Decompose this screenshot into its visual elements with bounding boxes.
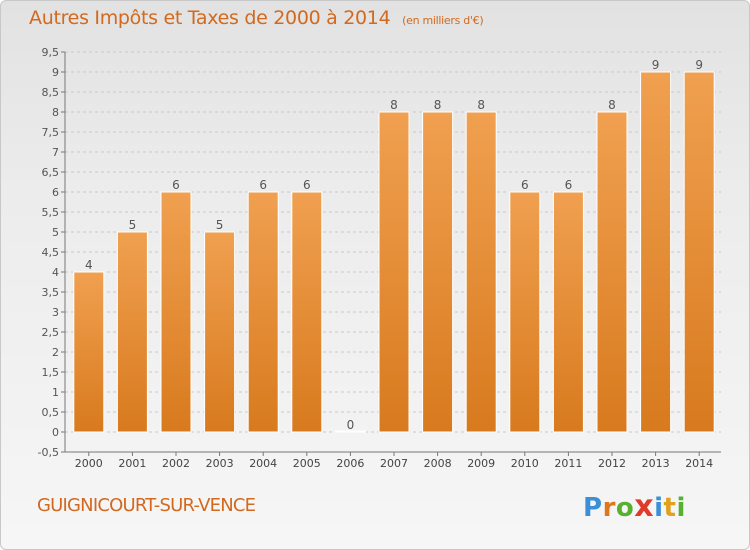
data-label: 6 — [521, 178, 529, 192]
y-tick-label: 2 — [52, 346, 59, 359]
data-label: 6 — [259, 178, 267, 192]
y-tick-label: 5 — [52, 226, 59, 239]
y-tick-label: 0,5 — [42, 406, 60, 419]
bar-2001 — [116, 231, 148, 433]
x-tick-label: 2005 — [293, 457, 321, 470]
data-label: 6 — [565, 178, 573, 192]
x-tick-label: 2011 — [554, 457, 582, 470]
y-tick-label: 2,5 — [42, 326, 60, 339]
y-tick-label: 8,5 — [42, 86, 60, 99]
y-tick-label: 6 — [52, 186, 59, 199]
bar-2005 — [291, 191, 323, 433]
y-tick-label: 5,5 — [42, 206, 60, 219]
logo-letter: t — [663, 493, 677, 523]
logo-letter: i — [676, 493, 686, 523]
x-tick-label: 2008 — [424, 457, 452, 470]
y-tick-label: 3,5 — [42, 286, 60, 299]
chart-title: Autres Impôts et Taxes de 2000 à 2014 (e… — [29, 7, 484, 29]
x-tick-label: 2010 — [511, 457, 539, 470]
commune-name: GUIGNICOURT-SUR-VENCE — [37, 495, 256, 516]
axes: -0,5 0 0,5 1 1,5 2 2,5 3 3,5 4 4,5 5 5,5 6 6,5 7 7,5 8 8,5… — [38, 46, 721, 470]
data-label: 5 — [129, 218, 137, 232]
data-label: 8 — [608, 98, 616, 112]
x-tick-label: 2001 — [118, 457, 146, 470]
y-tick-label: -0,5 — [38, 446, 59, 459]
data-label: 8 — [434, 98, 442, 112]
data-label: 8 — [477, 98, 485, 112]
x-tick-label: 2014 — [685, 457, 713, 470]
y-tick-label: 4,5 — [42, 246, 60, 259]
logo-letter: r — [602, 493, 616, 523]
data-label: 6 — [303, 178, 311, 192]
y-tick-label: 7 — [52, 146, 59, 159]
x-tick-label: 2004 — [249, 457, 277, 470]
bar-2008 — [422, 111, 454, 433]
x-tick-label: 2000 — [75, 457, 103, 470]
x-tick-label: 2003 — [206, 457, 234, 470]
data-label: 5 — [216, 218, 224, 232]
bar-2006 — [334, 430, 366, 433]
bar-2014 — [683, 71, 715, 433]
y-tick-label: 6,5 — [42, 166, 60, 179]
logo-letter: o — [615, 493, 635, 523]
bar-2000 — [73, 271, 105, 433]
data-label: 0 — [347, 418, 355, 432]
data-label: 6 — [172, 178, 180, 192]
chart-title-unit: (en milliers d'€) — [402, 14, 484, 27]
logo-letter: P — [583, 493, 603, 523]
data-label: 9 — [652, 58, 660, 72]
x-tick-label: 2013 — [642, 457, 670, 470]
logo-letter: x — [634, 489, 655, 524]
logo-letter: i — [654, 493, 664, 523]
bar-2012 — [596, 111, 628, 433]
x-tick-label: 2007 — [380, 457, 408, 470]
bar-2007 — [378, 111, 410, 433]
x-tick-label: 2012 — [598, 457, 626, 470]
data-label: 4 — [85, 258, 93, 272]
bar-2004 — [247, 191, 279, 433]
bar-2013 — [640, 71, 672, 433]
data-label: 9 — [695, 58, 703, 72]
data-labels: 4 5 6 5 6 6 0 8 8 8 6 6 8 9 9 — [85, 58, 703, 432]
bar-2011 — [552, 191, 584, 433]
x-tick-label: 2009 — [467, 457, 495, 470]
y-tick-label: 1 — [52, 386, 59, 399]
bar-2009 — [465, 111, 497, 433]
x-tick-label: 2002 — [162, 457, 190, 470]
y-tick-label: 9 — [52, 66, 59, 79]
data-label: 8 — [390, 98, 398, 112]
bars — [73, 71, 715, 433]
y-tick-label: 0 — [52, 426, 59, 439]
y-tick-label: 7,5 — [42, 126, 60, 139]
y-tick-label: 4 — [52, 266, 59, 279]
y-tick-label: 3 — [52, 306, 59, 319]
bar-2010 — [509, 191, 541, 433]
chart-title-main: Autres Impôts et Taxes de 2000 à 2014 — [29, 7, 391, 29]
y-tick-label: 9,5 — [42, 46, 60, 59]
bar-2002 — [160, 191, 192, 433]
y-tick-label: 1,5 — [42, 366, 60, 379]
y-tick-label: 8 — [52, 106, 59, 119]
x-tick-label: 2006 — [336, 457, 364, 470]
bar-2003 — [204, 231, 236, 433]
